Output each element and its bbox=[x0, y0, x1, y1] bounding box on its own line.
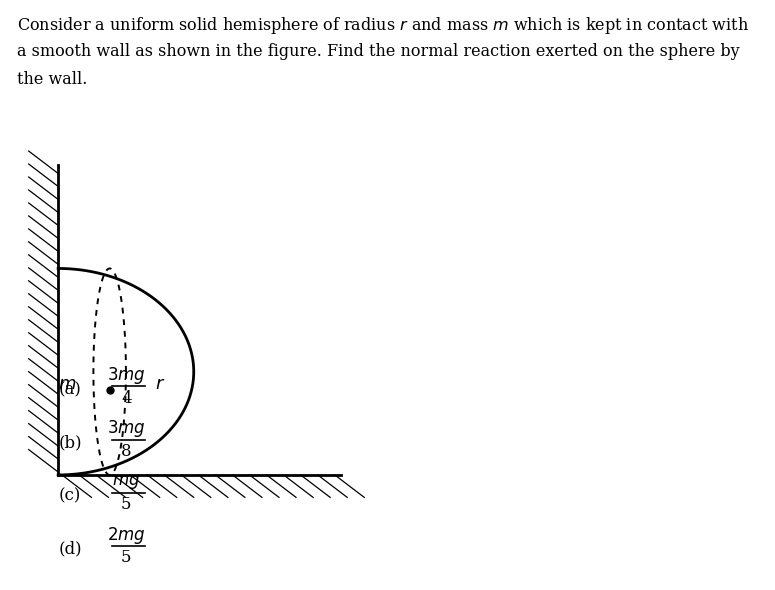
Text: $3mg$: $3mg$ bbox=[107, 418, 146, 440]
Text: $3mg$: $3mg$ bbox=[107, 365, 146, 386]
Text: $2mg$: $2mg$ bbox=[107, 525, 146, 546]
Text: (a): (a) bbox=[58, 381, 81, 398]
Text: (c): (c) bbox=[58, 487, 81, 504]
Text: 8: 8 bbox=[121, 443, 132, 460]
Text: $m$: $m$ bbox=[58, 375, 76, 394]
Text: 4: 4 bbox=[121, 390, 132, 407]
Text: $mg$: $mg$ bbox=[112, 473, 140, 491]
Text: a smooth wall as shown in the figure. Find the normal reaction exerted on the sp: a smooth wall as shown in the figure. Fi… bbox=[17, 43, 739, 60]
Text: (d): (d) bbox=[58, 540, 81, 557]
Text: (b): (b) bbox=[58, 434, 81, 451]
Text: 5: 5 bbox=[121, 549, 132, 566]
Text: 5: 5 bbox=[121, 496, 132, 513]
Text: Consider a uniform solid hemisphere of radius $r$ and mass $m$ which is kept in : Consider a uniform solid hemisphere of r… bbox=[17, 15, 749, 36]
Text: the wall.: the wall. bbox=[17, 71, 88, 88]
Text: $r$: $r$ bbox=[155, 375, 165, 394]
